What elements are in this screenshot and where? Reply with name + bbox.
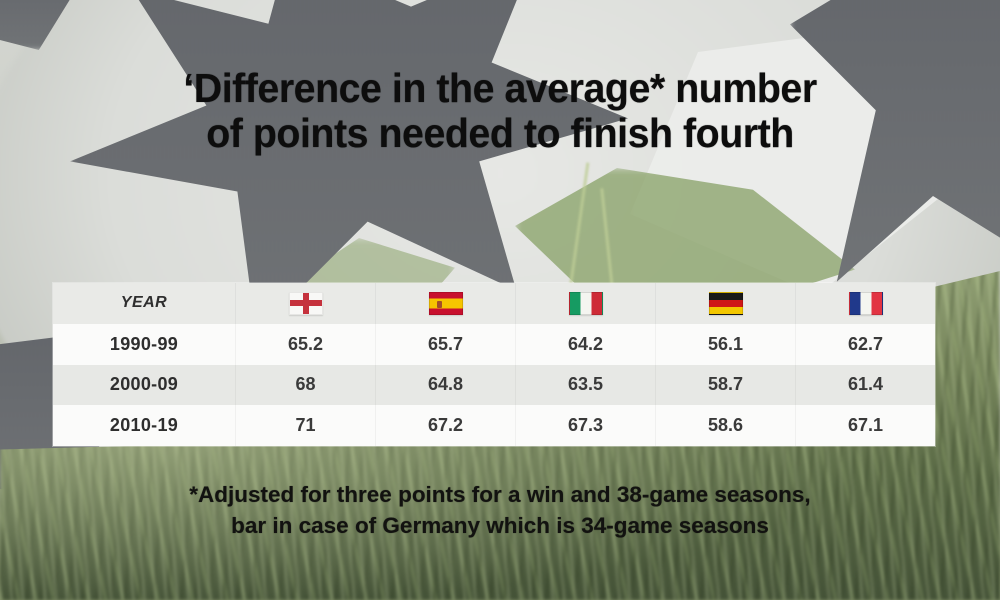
page-title: ‘Difference in the average* number of po… [20, 65, 980, 157]
spain-flag-icon [428, 291, 463, 315]
france-value: 62.7 [795, 323, 935, 365]
france-flag-icon [848, 291, 883, 315]
italy-value: 63.5 [515, 364, 655, 406]
table-header-row: YEAR [53, 283, 935, 324]
italy-value: 64.2 [515, 323, 655, 365]
table-row: 2010-19 71 67.2 67.3 58.6 67.1 [53, 405, 935, 446]
title-line-2: of points needed to finish fourth [206, 110, 794, 157]
footnote-line-1: *Adjusted for three points for a win and… [189, 482, 811, 507]
spain-value: 67.2 [375, 405, 515, 446]
italy-value: 67.3 [515, 405, 655, 446]
germany-flag-icon [708, 291, 743, 315]
germany-value: 58.6 [655, 405, 795, 446]
germany-value: 56.1 [655, 323, 795, 365]
france-value: 67.1 [795, 405, 935, 446]
england-value: 71 [235, 405, 375, 446]
france-value: 61.4 [795, 364, 935, 406]
england-flag-icon [288, 291, 323, 315]
year-cell: 2000-09 [109, 374, 179, 395]
title-line-1: ‘Difference in the average* number [183, 65, 817, 111]
year-cell: 1990-99 [109, 333, 179, 354]
table-row: 2000-09 68 64.8 63.5 58.7 61.4 [53, 364, 935, 406]
england-value: 65.2 [235, 323, 375, 365]
footnote: *Adjusted for three points for a win and… [0, 479, 1000, 541]
points-table: YEAR 1990-99 65.2 65.7 64.2 56.1 62.7 [53, 283, 935, 446]
germany-column-header [655, 283, 795, 324]
england-column-header [235, 283, 375, 324]
spain-column-header [375, 283, 515, 324]
italy-column-header [515, 283, 655, 324]
germany-value: 58.7 [655, 364, 795, 406]
italy-flag-icon [568, 291, 603, 315]
year-cell: 2010-19 [109, 415, 179, 436]
spain-value: 64.8 [375, 364, 515, 406]
spain-value: 65.7 [375, 323, 515, 365]
footnote-line-2: bar in case of Germany which is 34-game … [231, 513, 769, 539]
year-column-header: YEAR [120, 294, 168, 312]
england-value: 68 [235, 364, 375, 406]
table-row: 1990-99 65.2 65.7 64.2 56.1 62.7 [53, 323, 935, 365]
france-column-header [795, 283, 935, 324]
